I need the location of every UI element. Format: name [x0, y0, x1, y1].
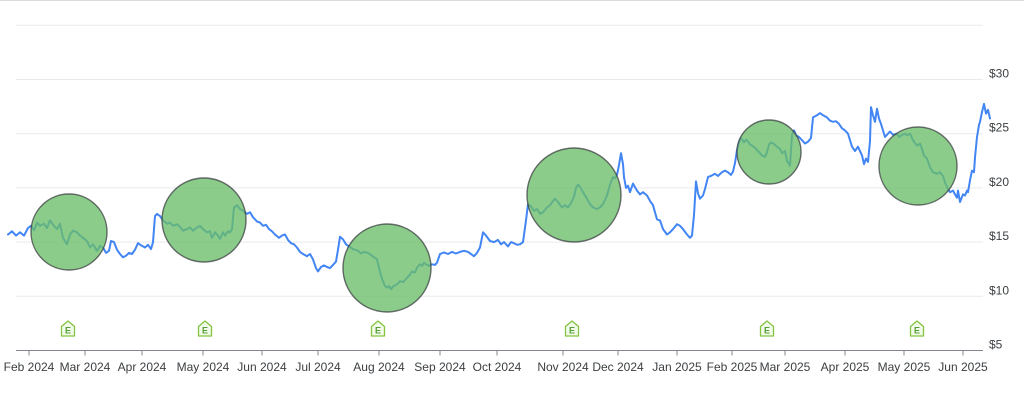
earnings-badge-letter[interactable]: E	[569, 326, 575, 336]
x-tick-label: Feb 2024	[4, 360, 55, 374]
x-tick-label: Mar 2025	[760, 360, 811, 374]
highlight-circle	[30, 193, 108, 271]
x-tick-label: Jun 2025	[938, 360, 988, 374]
earnings-badge-letter[interactable]: E	[914, 326, 920, 336]
earnings-badge-icon[interactable]	[370, 320, 386, 337]
x-tick-label: Jun 2024	[237, 360, 287, 374]
earnings-badge-icon[interactable]	[60, 320, 76, 337]
earnings-badge-letter[interactable]: E	[764, 326, 770, 336]
earnings-badge-icon[interactable]	[197, 320, 213, 337]
x-tick-label: Jan 2025	[652, 360, 702, 374]
x-tick-label: May 2025	[878, 360, 931, 374]
y-axis-label: $10	[989, 283, 1009, 297]
y-axis-label: $30	[989, 67, 1009, 81]
earnings-badge-icon[interactable]	[759, 320, 775, 337]
earnings-badge-letter[interactable]: E	[202, 326, 208, 336]
x-tick-label: Dec 2024	[592, 360, 644, 374]
earnings-badge-icon[interactable]	[909, 320, 925, 337]
x-tick-label: Sep 2024	[414, 360, 466, 374]
x-tick-label: Jul 2024	[295, 360, 341, 374]
x-tick-label: May 2024	[177, 360, 230, 374]
y-axis-label: $20	[989, 175, 1009, 189]
highlight-circle	[161, 177, 247, 263]
highlight-circle	[736, 119, 802, 185]
price-line	[7, 102, 991, 291]
x-tick-label: Oct 2024	[473, 360, 522, 374]
x-tick-label: Apr 2024	[118, 360, 167, 374]
x-tick-label: Nov 2024	[537, 360, 589, 374]
earnings-badge-letter[interactable]: E	[375, 326, 381, 336]
y-axis-label: $15	[989, 229, 1009, 243]
y-axis-label: $25	[989, 121, 1009, 135]
earnings-badge-letter[interactable]: E	[65, 326, 71, 336]
x-tick-label: Aug 2024	[353, 360, 405, 374]
highlight-circle	[342, 223, 432, 313]
y-axis-label: $5	[989, 338, 1003, 352]
x-tick-label: Mar 2024	[60, 360, 111, 374]
highlight-circle	[878, 126, 958, 206]
x-tick-label: Feb 2025	[707, 360, 758, 374]
highlight-circle	[526, 147, 622, 243]
x-tick-label: Apr 2025	[821, 360, 870, 374]
earnings-badge-icon[interactable]	[564, 320, 580, 337]
